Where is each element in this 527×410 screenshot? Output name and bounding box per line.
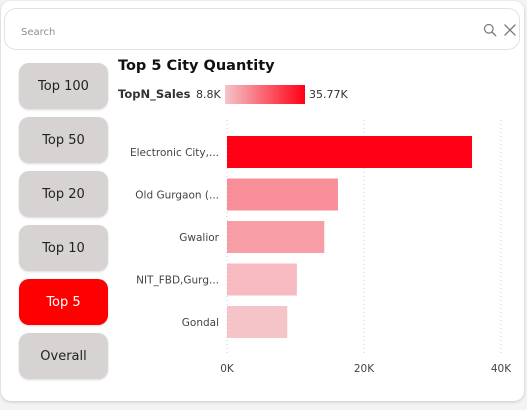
legend-gradient-bar [225, 85, 305, 104]
slicer-button-top-5[interactable]: Top 5 [19, 279, 108, 325]
x-tick-label: 40K [491, 363, 512, 375]
search-box [4, 8, 520, 50]
chart-bars [227, 136, 473, 338]
category-label: Old Gurgaon (... [135, 190, 219, 202]
legend-min-label: 8.8K [196, 88, 221, 101]
slicer-button-top-20[interactable]: Top 20 [19, 171, 108, 217]
search-icon[interactable] [483, 23, 497, 37]
slicer-button-overall[interactable]: Overall [19, 333, 108, 379]
bar[interactable] [227, 221, 325, 253]
legend-title: TopN_Sales [118, 87, 191, 101]
bar[interactable] [227, 306, 288, 338]
slicer-button-top-50[interactable]: Top 50 [19, 117, 108, 163]
bar[interactable] [227, 263, 297, 296]
slicer-button-top-100[interactable]: Top 100 [19, 63, 108, 109]
bar[interactable] [227, 136, 473, 168]
search-input[interactable] [19, 21, 463, 43]
category-label: Electronic City,... [130, 147, 219, 159]
chart-category-labels: Electronic City,... Old Gurgaon (... Gwali… [130, 147, 220, 329]
x-tick-label: 20K [354, 363, 375, 375]
category-label: Gondal [182, 317, 219, 329]
close-icon[interactable] [503, 23, 517, 37]
category-label: Gwalior [179, 232, 219, 244]
slicer-button-top-10[interactable]: Top 10 [19, 225, 108, 271]
bar[interactable] [227, 178, 338, 211]
x-tick-label: 0K [220, 363, 235, 375]
chart-title: Top 5 City Quantity [118, 58, 275, 74]
legend-max-label: 35.77K [309, 88, 348, 101]
chart-x-axis-ticks: 0K 20K 40K [220, 363, 512, 375]
category-label: NIT_FBD,Gurg... [136, 275, 219, 287]
